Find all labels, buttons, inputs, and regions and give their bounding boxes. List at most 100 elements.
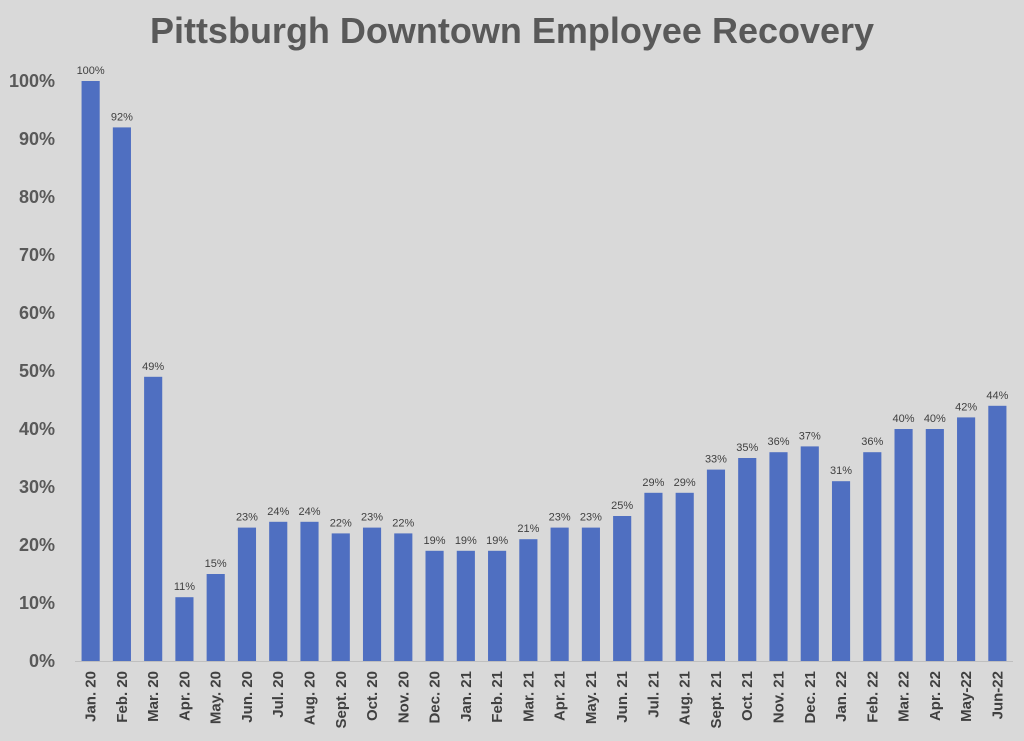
x-tick-label: Jun-22 xyxy=(989,671,1006,719)
data-label: 19% xyxy=(486,535,508,547)
x-tick-label: Nov. 21 xyxy=(771,671,788,723)
data-label: 22% xyxy=(330,517,352,529)
y-tick-label: 80% xyxy=(19,187,55,207)
x-tick-label: Jul. 20 xyxy=(270,671,287,718)
x-tick-label: Oct. 21 xyxy=(739,671,756,721)
bar xyxy=(519,539,538,661)
bar xyxy=(800,446,819,661)
bar xyxy=(644,492,663,661)
bar xyxy=(988,405,1007,661)
x-tick-label: Apr. 20 xyxy=(176,671,193,721)
x-tick-label: Feb. 20 xyxy=(114,671,131,723)
y-axis: 0% 10% 20% 30% 40% 50% 60% 70% 80% 90% 100% xyxy=(9,71,55,671)
bar xyxy=(425,550,444,661)
y-tick-label: 70% xyxy=(19,245,55,265)
data-label: 31% xyxy=(830,465,852,477)
x-tick-label: Mar. 21 xyxy=(520,671,537,722)
bar xyxy=(206,574,225,661)
bar xyxy=(706,469,726,661)
chart-title: Pittsburgh Downtown Employee Recovery xyxy=(149,10,875,51)
x-tick-label: Apr. 22 xyxy=(927,671,944,721)
bar xyxy=(144,376,163,661)
bar xyxy=(925,429,944,661)
data-label: 100% xyxy=(77,65,105,77)
bar xyxy=(269,521,288,661)
data-label: 23% xyxy=(236,512,258,524)
data-label: 33% xyxy=(705,454,727,466)
x-tick-label: Mar. 22 xyxy=(896,671,913,722)
x-tick-label: Jun. 20 xyxy=(239,671,256,723)
y-tick-label: 40% xyxy=(19,419,55,439)
data-label: 42% xyxy=(955,401,977,413)
x-tick-label: Mar. 20 xyxy=(145,671,162,722)
data-label: 29% xyxy=(674,477,696,489)
x-tick-label: Feb. 22 xyxy=(864,671,881,723)
bar xyxy=(394,533,413,661)
data-labels: 100% 92% 49% 11% 15% 23% 24% 24% 22% 23% 22% 19% 19%… xyxy=(77,65,1009,593)
bar xyxy=(488,550,507,661)
bar xyxy=(300,521,319,661)
x-tick-label: Sept. 20 xyxy=(333,671,350,729)
bar xyxy=(112,127,131,661)
bar xyxy=(581,527,600,661)
data-label: 92% xyxy=(111,111,133,123)
data-label: 36% xyxy=(861,436,883,448)
x-tick-label: May. 21 xyxy=(583,671,600,724)
bars xyxy=(81,81,1007,661)
x-tick-label: Jun. 21 xyxy=(614,671,631,723)
bar xyxy=(550,527,569,661)
data-label: 11% xyxy=(174,581,195,593)
bar xyxy=(331,533,350,661)
data-label: 21% xyxy=(517,523,539,535)
data-label: 19% xyxy=(424,535,446,547)
bar xyxy=(362,527,382,661)
data-label: 37% xyxy=(799,430,821,442)
data-label: 24% xyxy=(267,506,289,518)
data-label: 49% xyxy=(142,361,164,373)
y-tick-label: 0% xyxy=(29,651,55,671)
data-label: 23% xyxy=(580,512,602,524)
y-tick-label: 30% xyxy=(19,477,55,497)
x-tick-label: Aug. 20 xyxy=(302,671,319,725)
x-tick-label: Jan. 21 xyxy=(458,671,475,722)
bar xyxy=(894,429,913,661)
bar xyxy=(675,492,694,661)
x-tick-label: Aug. 21 xyxy=(677,671,694,725)
x-tick-label: Feb. 21 xyxy=(489,671,506,723)
x-tick-label: May. 20 xyxy=(208,671,225,724)
x-tick-label: Jan. 22 xyxy=(833,671,850,722)
y-tick-label: 20% xyxy=(19,535,55,555)
bar xyxy=(175,597,194,661)
data-label: 23% xyxy=(361,512,383,524)
data-label: 23% xyxy=(549,512,571,524)
data-label: 40% xyxy=(924,413,946,425)
x-tick-label: Sept. 21 xyxy=(708,671,725,729)
x-tick-label: Nov. 20 xyxy=(395,671,412,723)
data-label: 44% xyxy=(986,390,1008,402)
bar xyxy=(863,452,882,661)
x-tick-label: May-22 xyxy=(958,671,975,722)
bar xyxy=(769,452,788,661)
data-label: 35% xyxy=(736,442,758,454)
bar xyxy=(456,550,475,661)
data-label: 36% xyxy=(767,436,789,448)
data-label: 19% xyxy=(455,535,477,547)
data-label: 40% xyxy=(893,413,915,425)
y-tick-label: 10% xyxy=(19,593,55,613)
bar xyxy=(831,481,851,661)
y-tick-label: 90% xyxy=(19,129,55,149)
x-tick-label: Dec. 20 xyxy=(427,671,444,724)
bar xyxy=(81,81,100,661)
data-label: 29% xyxy=(642,477,664,489)
x-tick-label: Oct. 20 xyxy=(364,671,381,721)
data-label: 25% xyxy=(611,500,633,512)
x-axis: Jan. 20 Feb. 20 Mar. 20 Apr. 20 May. 20 Jun. … xyxy=(75,661,1013,729)
bar xyxy=(738,458,757,661)
y-tick-label: 100% xyxy=(9,71,55,91)
y-tick-label: 50% xyxy=(19,361,55,381)
data-label: 24% xyxy=(298,506,320,518)
x-tick-label: Jan. 20 xyxy=(83,671,100,722)
x-tick-label: Jul. 21 xyxy=(645,671,662,718)
